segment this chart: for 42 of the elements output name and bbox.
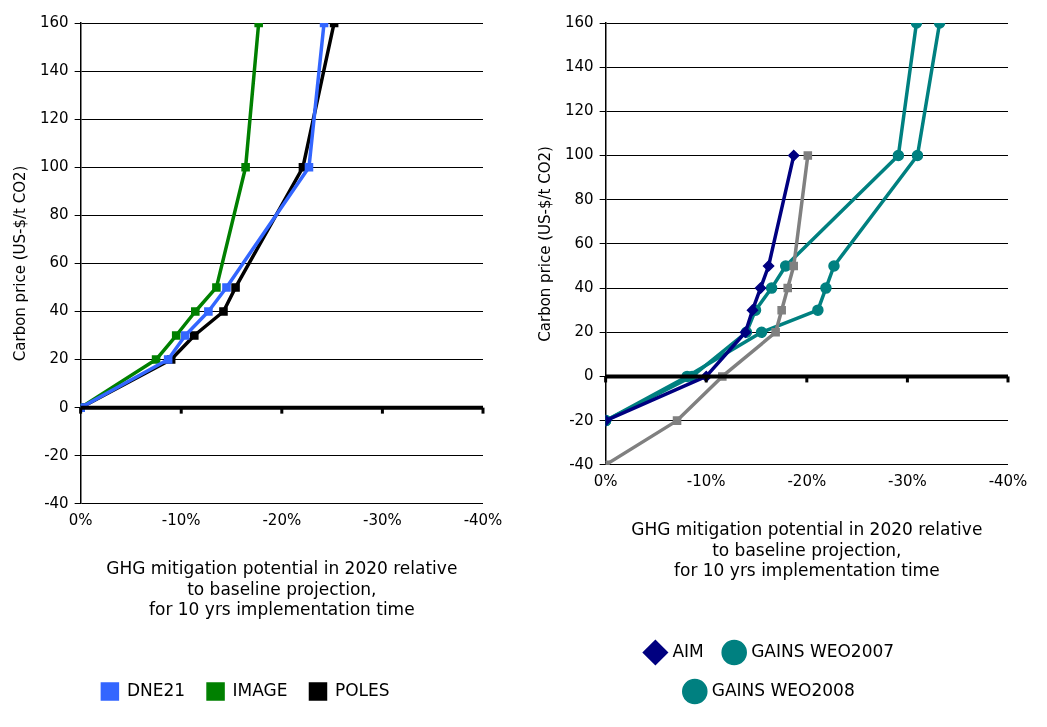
y-tick-label: 140 (39, 60, 69, 79)
y-tick-label: 160 (564, 12, 594, 31)
x-tick-label: -40% (988, 471, 1028, 490)
x-tick-label: -20% (262, 510, 302, 529)
legend-label: GAINS WEO2007 (751, 640, 895, 661)
y-tick-label: -20 (44, 445, 69, 464)
x-tick-label: 0% (68, 510, 93, 529)
legend-label: AIM (672, 640, 704, 661)
legend-label: IMAGE (232, 679, 288, 700)
y-tick-label: 160 (39, 12, 69, 31)
y-tick-label: 0 (59, 397, 69, 416)
x-tick-label: -40% (463, 510, 503, 529)
legend-label: DNE21 (126, 679, 186, 700)
x-tick-label: -10% (686, 471, 726, 490)
y-tick-label: 80 (574, 189, 594, 208)
legend-label: GAINS WEO2008 (711, 679, 855, 700)
y-tick-label: 120 (564, 101, 594, 120)
y-tick-label: -40 (44, 493, 69, 512)
x-axis-title: GHG mitigation potential in 2020 relative to baseline projection, for 10 yrs implementation time (631, 519, 983, 581)
x-tick-label: -20% (787, 471, 827, 490)
y-tick-label: 100 (39, 157, 69, 176)
y-tick-label: 20 (49, 349, 69, 368)
y-tick-label: 120 (39, 109, 69, 128)
x-tick-label: -30% (888, 471, 927, 490)
y-tick-label: -40 (569, 454, 594, 473)
x-tick-label: -30% (363, 510, 402, 529)
x-tick-label: 0% (593, 471, 618, 490)
y-tick-label: 60 (574, 233, 594, 252)
x-axis-title: GHG mitigation potential in 2020 relative to baseline projection, for 10 yrs implementation time (106, 558, 458, 620)
y-tick-label: 40 (574, 277, 594, 296)
legend-label: POLES (334, 679, 390, 700)
y-tick-label: 100 (564, 145, 594, 164)
x-tick-label: -10% (161, 510, 201, 529)
y-tick-label: -20 (569, 410, 594, 429)
y-tick-label: 140 (564, 57, 594, 76)
y-axis-title: Carbon price (US-$/t CO2) (10, 165, 29, 362)
y-tick-label: 20 (574, 322, 594, 341)
y-tick-label: 0 (584, 366, 594, 385)
y-tick-label: 60 (49, 253, 69, 272)
y-tick-label: 40 (49, 301, 69, 320)
y-axis-title: Carbon price (US-$/t CO2) (535, 146, 554, 342)
y-tick-label: 80 (49, 205, 69, 224)
